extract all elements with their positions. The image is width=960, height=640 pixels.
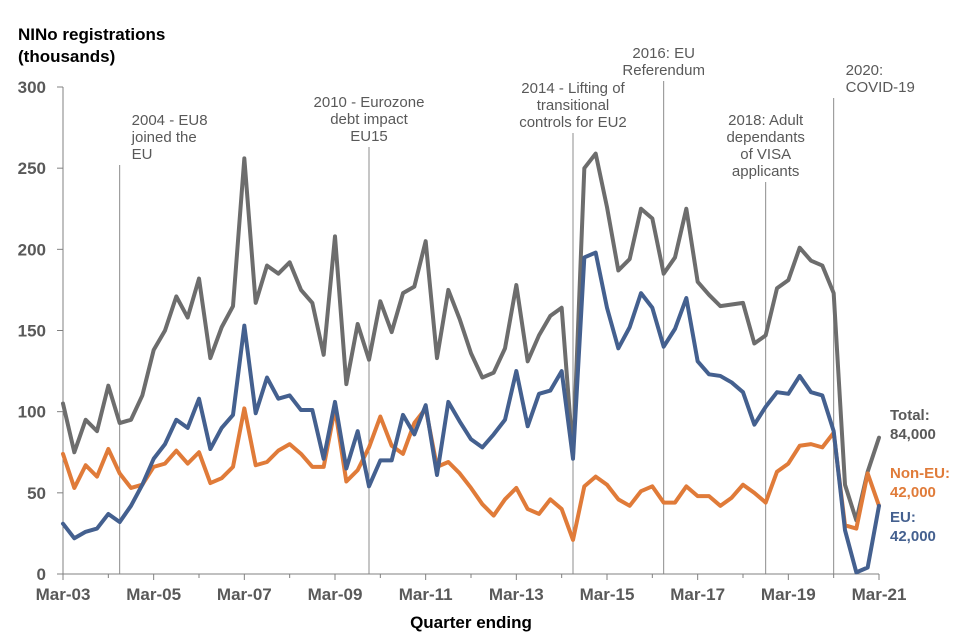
y-tick-label: 50 — [27, 484, 46, 503]
event-annotation-text: debt impact — [330, 111, 408, 128]
x-tick-label: Mar-11 — [399, 585, 453, 604]
event-annotation-text: 2004 - EU8 — [132, 112, 208, 129]
end-label-total: 84,000 — [890, 426, 936, 443]
event-annotation-text: joined the — [131, 129, 197, 146]
x-tick-label: Mar-13 — [489, 585, 544, 604]
x-tick-label: Mar-21 — [852, 585, 907, 604]
event-annotation-text: 2018: Adult — [728, 112, 804, 129]
y-tick-label: 300 — [18, 78, 46, 97]
end-label-noneu: 42,000 — [890, 484, 936, 501]
end-label-total: Total: — [890, 407, 930, 424]
series-lines — [61, 151, 881, 575]
x-tick-label: Mar-17 — [670, 585, 725, 604]
event-annotation-text: COVID-19 — [846, 79, 915, 96]
event-annotation-text: 2014 - Lifting of — [521, 80, 625, 97]
x-tick-label: Mar-15 — [580, 585, 635, 604]
end-labels: Total: 84,000 Non-EU: 42,000 EU: 42,000 — [890, 407, 950, 545]
event-annotation-text: controls for EU2 — [519, 114, 627, 131]
series-line-eu — [61, 250, 881, 575]
end-label-eu: 42,000 — [890, 528, 936, 545]
event-annotation-text: 2010 - Eurozone — [314, 94, 425, 111]
axes: 0 50 100 150 200 250 300 Mar-03 Mar-05 Mar-07 Mar-… — [18, 78, 907, 604]
series-line-total — [61, 151, 881, 523]
x-tick-label: Mar-09 — [308, 585, 363, 604]
x-tick-label: Mar-19 — [761, 585, 816, 604]
y-axis-title-line: (thousands) — [18, 47, 115, 66]
y-axis-title-line: NINo registrations — [18, 25, 165, 44]
y-tick-label: 200 — [18, 240, 46, 259]
x-tick-label: Mar-05 — [126, 585, 181, 604]
y-axis-title: NINo registrations (thousands) — [18, 25, 165, 66]
event-annotation-text: transitional — [537, 97, 610, 114]
x-tick-label: Mar-07 — [217, 585, 272, 604]
x-tick-label: Mar-03 — [36, 585, 91, 604]
event-annotation-text: of VISA — [740, 146, 791, 163]
series-line-noneu — [61, 406, 881, 542]
end-label-eu: EU: — [890, 509, 916, 526]
y-tick-label: 150 — [18, 322, 46, 341]
event-annotation-text: EU — [132, 146, 153, 163]
y-tick-label: 250 — [18, 159, 46, 178]
y-tick-label: 0 — [37, 565, 46, 584]
x-axis-title: Quarter ending — [410, 613, 532, 632]
event-annotation-text: applicants — [732, 163, 800, 180]
end-label-noneu: Non-EU: — [890, 465, 950, 482]
event-annotation-text: dependants — [726, 129, 804, 146]
event-annotation-text: 2020: — [846, 62, 884, 79]
event-annotation-text: Referendum — [622, 62, 705, 79]
y-tick-label: 100 — [18, 403, 46, 422]
event-annotation-text: EU15 — [350, 128, 388, 145]
event-annotation-text: 2016: EU — [632, 45, 695, 62]
